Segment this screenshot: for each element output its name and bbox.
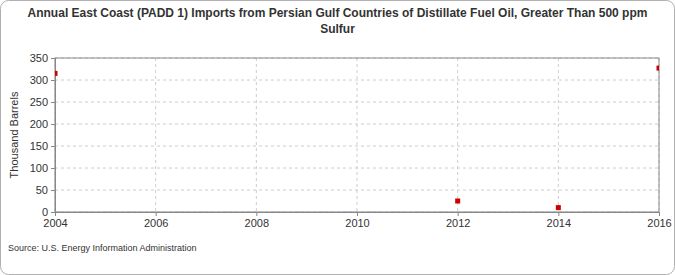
y-tick: 0 (42, 206, 55, 218)
x-tick-mark (558, 212, 559, 216)
x-tick-label: 2014 (547, 217, 571, 229)
y-tick-label: 200 (30, 118, 48, 130)
y-tick: 350 (30, 52, 55, 64)
y-tick-mark (51, 58, 55, 59)
y-tick-mark (51, 212, 55, 213)
y-tick-label: 150 (30, 140, 48, 152)
x-tick: 2016 (647, 212, 671, 229)
x-axis: 2004 2006 2008 2010 2012 2014 2016 (43, 212, 671, 229)
title: Annual East Coast (PADD 1) Imports from … (28, 6, 648, 36)
y-tick-label: 0 (42, 206, 48, 218)
y-tick-label: 350 (30, 52, 48, 64)
x-tick: 2008 (245, 212, 269, 229)
y-tick-label: 300 (30, 74, 48, 86)
point (657, 66, 660, 71)
x-tick-label: 2016 (647, 217, 671, 229)
x-tick-label: 2012 (446, 217, 470, 229)
x-tick-label: 2004 (43, 217, 67, 229)
x-tick-label: 2008 (245, 217, 269, 229)
y-tick-mark (51, 80, 55, 81)
title-line: Sulfur (320, 22, 355, 36)
y-tick-mark (51, 102, 55, 103)
y-axis: 0 50 100 150 200 250 300 350 (30, 52, 56, 218)
grid-line (55, 80, 659, 81)
y-tick-mark (51, 124, 55, 125)
grid-line (55, 146, 659, 147)
y-tick: 100 (30, 162, 55, 174)
grid-line (155, 58, 156, 212)
x-tick: 2010 (345, 212, 369, 229)
grid-line (256, 58, 257, 212)
y-tick-label: 250 (30, 96, 48, 108)
x-tick-mark (156, 212, 157, 216)
y-tick: 200 (30, 118, 55, 130)
title-line: Annual East Coast (PADD 1) Imports from … (28, 6, 648, 20)
x-tick-mark (659, 212, 660, 216)
x-tick-label: 2006 (144, 217, 168, 229)
source: Source: U.S. Energy Information Administ… (8, 243, 197, 253)
point (55, 71, 58, 76)
point (556, 205, 561, 210)
background (1, 1, 675, 275)
grid-line (457, 58, 458, 212)
y-tick-mark (51, 146, 55, 147)
point (455, 199, 460, 204)
grid (55, 58, 659, 212)
y-axis-title: Thousand Barrels (8, 91, 20, 178)
x-tick: 2014 (547, 212, 571, 229)
y-tick-label: 100 (30, 162, 48, 174)
y-tick-mark (51, 190, 55, 191)
x-axis-line (56, 213, 660, 217)
y-tick: 300 (30, 74, 55, 86)
points (55, 66, 659, 210)
chart: Annual East Coast (PADD 1) Imports from … (0, 0, 675, 275)
x-tick-mark (256, 212, 257, 216)
x-tick-label: 2010 (345, 217, 369, 229)
plot-frame (55, 58, 659, 212)
y-tick: 50 (36, 184, 55, 196)
y-tick-label: 50 (36, 184, 48, 196)
y-tick: 250 (30, 96, 55, 108)
grid-line (558, 58, 559, 212)
x-tick: 2006 (144, 212, 168, 229)
x-tick: 2012 (446, 212, 470, 229)
x-tick-mark (458, 212, 459, 216)
y-tick-mark (51, 168, 55, 169)
x-tick-mark (357, 212, 358, 216)
grid-line (357, 58, 358, 212)
y-tick: 150 (30, 140, 55, 152)
